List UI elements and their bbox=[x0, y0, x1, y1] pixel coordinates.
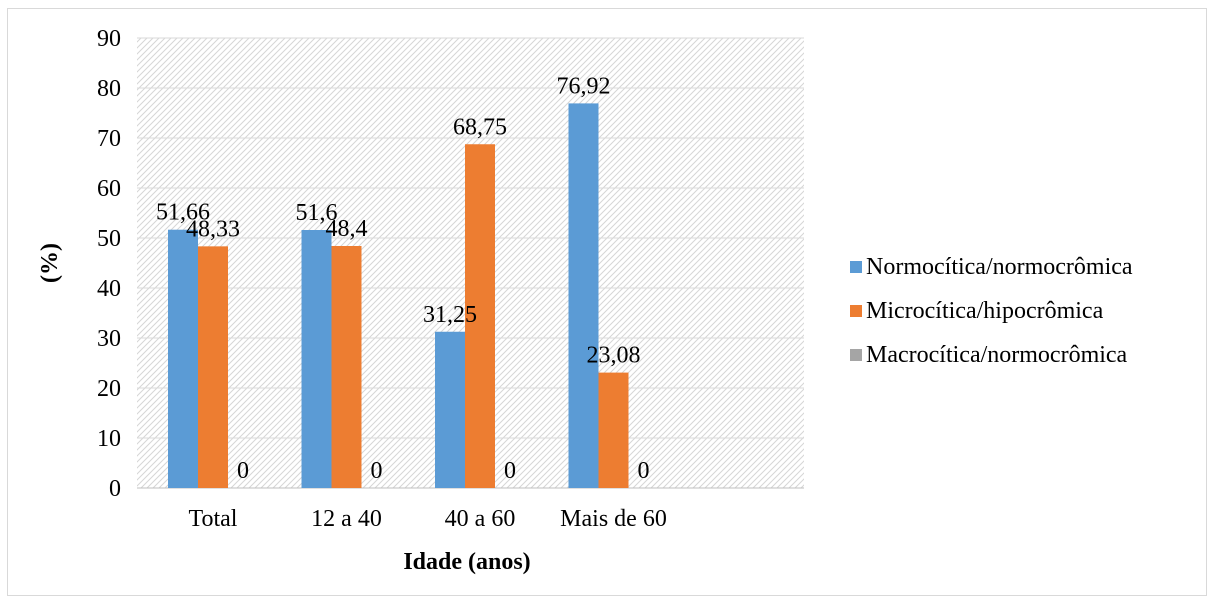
legend-item: Macrocítica/normocrômica bbox=[850, 333, 1133, 377]
y-tick-label: 50 bbox=[97, 226, 121, 252]
x-axis-title: Idade (anos) bbox=[403, 549, 530, 575]
legend-swatch bbox=[850, 261, 862, 273]
y-tick-label: 10 bbox=[97, 426, 121, 452]
legend-item: Normocítica/normocrômica bbox=[850, 245, 1133, 289]
y-tick-label: 20 bbox=[97, 376, 121, 402]
x-tick-label: 40 a 60 bbox=[445, 506, 516, 532]
chart-frame: 0 10 20 30 40 50 60 70 80 90 Total 12 a 40 40 a 60 Ma… bbox=[7, 8, 1207, 596]
y-tick-label: 40 bbox=[97, 276, 121, 302]
y-tick-label: 90 bbox=[97, 26, 121, 52]
data-label: 51,6 bbox=[296, 200, 338, 226]
legend-swatch bbox=[850, 349, 862, 361]
y-tick-label: 30 bbox=[97, 326, 121, 352]
bar bbox=[435, 331, 465, 488]
bar bbox=[168, 229, 198, 488]
bar bbox=[568, 103, 599, 489]
y-axis-title: (%) bbox=[37, 243, 63, 283]
data-label: 31,25 bbox=[423, 302, 477, 328]
legend-swatch bbox=[850, 305, 862, 317]
legend-item: Microcítica/hipocrômica bbox=[850, 289, 1133, 333]
bar bbox=[301, 230, 332, 488]
legend-label: Microcítica/hipocrômica bbox=[866, 297, 1104, 324]
y-tick-label: 0 bbox=[109, 476, 121, 502]
x-tick-label: 12 a 40 bbox=[311, 506, 382, 532]
bar bbox=[331, 246, 362, 488]
bar bbox=[465, 144, 495, 488]
data-label: 0 bbox=[371, 458, 383, 484]
legend-label: Normocítica/normocrômica bbox=[866, 253, 1133, 280]
y-tick-label: 70 bbox=[97, 126, 121, 152]
x-tick-label: Mais de 60 bbox=[560, 506, 667, 532]
data-label: 23,08 bbox=[587, 343, 641, 369]
data-label: 48,4 bbox=[326, 216, 368, 242]
data-label: 76,92 bbox=[557, 73, 611, 99]
bar bbox=[198, 246, 228, 488]
bar bbox=[598, 372, 629, 488]
data-label: 48,33 bbox=[186, 216, 240, 242]
y-tick-label: 80 bbox=[97, 76, 121, 102]
bar-chart: 0 10 20 30 40 50 60 70 80 90 Total 12 a 40 40 a 60 Ma… bbox=[37, 26, 804, 575]
data-label: 68,75 bbox=[453, 114, 507, 140]
data-label: 51,66 bbox=[156, 200, 210, 226]
data-label: 0 bbox=[237, 458, 249, 484]
y-tick-label: 60 bbox=[97, 176, 121, 202]
legend: Normocítica/normocrômica Microcítica/hipo… bbox=[850, 245, 1133, 377]
legend-label: Macrocítica/normocrômica bbox=[866, 341, 1128, 368]
data-label: 0 bbox=[504, 458, 516, 484]
data-label: 0 bbox=[638, 458, 650, 484]
x-tick-label: Total bbox=[189, 506, 238, 532]
